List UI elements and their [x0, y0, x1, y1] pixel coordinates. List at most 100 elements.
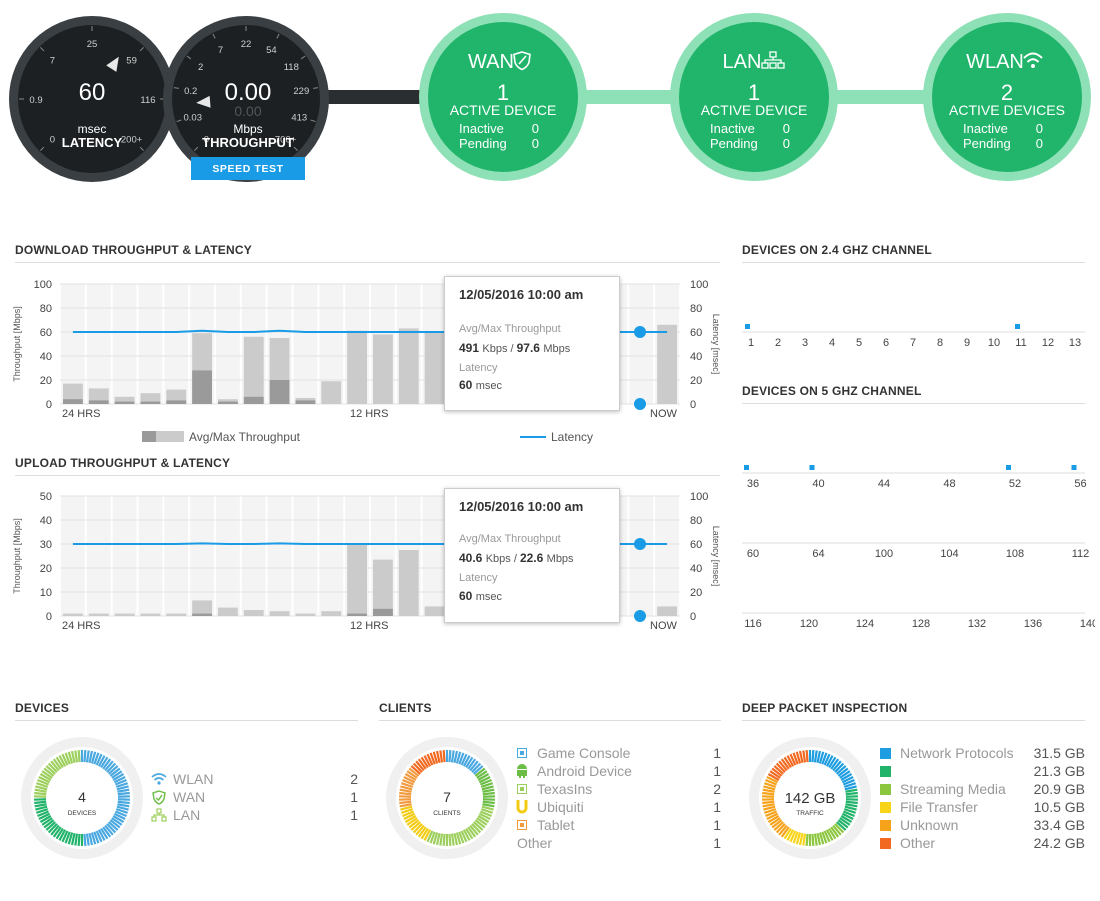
pending-value: 0 — [783, 136, 790, 151]
speed-test-button[interactable]: SPEED TEST — [191, 157, 305, 180]
donut-segment-tick — [845, 788, 858, 793]
donut-segment-tick — [401, 782, 414, 788]
throughput-tick-label: 700+ — [275, 135, 297, 146]
max-throughput-bar — [373, 559, 393, 616]
avg-throughput-bar — [192, 613, 212, 616]
y2-tick-label: 0 — [690, 399, 696, 411]
pending-label: Pending — [459, 136, 507, 151]
max-throughput-bar — [321, 611, 342, 616]
donut-segment-tick — [778, 760, 788, 772]
channel-label: 64 — [812, 548, 824, 560]
throughput-tick-label: 0 — [204, 135, 209, 146]
donut-segment-tick — [408, 767, 420, 777]
latency-hover-dot — [634, 538, 646, 550]
grid-column — [293, 496, 318, 616]
channel-label: 112 — [1072, 548, 1090, 560]
y-tick-label: 20 — [40, 563, 52, 575]
download-tooltip: 12/05/2016 10:00 am Avg/Max Throughput 4… — [444, 276, 620, 411]
donut-segment-tick — [783, 756, 792, 769]
max-throughput-bar — [88, 613, 109, 616]
dpi-item-label: Unknown — [900, 817, 959, 833]
max-throughput-bar — [192, 600, 212, 616]
donut-segment-tick — [458, 752, 465, 765]
donut-segment-tick — [786, 829, 795, 841]
dpi-item-value: 21.3 GB — [1033, 763, 1085, 779]
donut-segment-tick — [439, 833, 444, 846]
donut-segment-tick — [109, 767, 121, 777]
x-tick-label: 24 HRS — [62, 620, 101, 632]
grid-column — [241, 496, 266, 616]
active-device-count: 2 — [1001, 80, 1013, 105]
throughput-hover-dot — [634, 610, 646, 622]
channel-label: 108 — [1006, 548, 1024, 560]
dpi-item-value: 24.2 GB — [1033, 835, 1085, 851]
donut-segment-tick — [410, 821, 421, 831]
dpi-item-label: Streaming Media — [900, 781, 1006, 797]
top-status-bar: 0 0.9 7 25 59 116 200+ 60 msec LATENCY 0 0.03 0.… — [9, 13, 1091, 182]
donut-segment-tick — [821, 831, 828, 844]
throughput-ghost-value: 0.00 — [234, 103, 261, 119]
throughput-tick-label: 118 — [284, 62, 299, 73]
donut-segment-tick — [465, 827, 474, 840]
donut-segment-tick — [45, 821, 56, 831]
clients-item-value: 1 — [713, 799, 721, 815]
dpi-item-label: Network Protocols — [900, 745, 1014, 761]
donut-segment-tick — [786, 755, 795, 767]
active-device-label: ACTIVE DEVICE — [450, 102, 557, 118]
y-tick-label: 100 — [34, 279, 52, 291]
donut-segment-tick — [402, 778, 415, 786]
donut-segment-tick — [792, 831, 799, 844]
pending-value: 0 — [1036, 136, 1043, 151]
clients-item-value: 1 — [713, 817, 721, 833]
donut-segment-tick — [832, 760, 842, 772]
max-throughput-bar — [166, 613, 187, 616]
max-throughput-bar — [398, 550, 419, 616]
latency-tick-mark — [40, 146, 45, 151]
grid-column — [216, 496, 240, 616]
donut-segment-tick — [417, 826, 427, 838]
tooltip-date: 12/05/2016 10:00 am — [459, 499, 584, 514]
y2-tick-label: 80 — [690, 515, 702, 527]
channels-24-title: DEVICES ON 2.4 GHZ CHANNEL — [742, 243, 932, 257]
latency-tick-mark — [139, 47, 144, 52]
donut-segment-tick — [403, 775, 416, 784]
donut-segment-tick — [763, 805, 776, 811]
channel-label: 13 — [1069, 337, 1081, 349]
max-throughput-bar — [63, 383, 83, 404]
channels-5-chart: 36 40 44 48 52 56 60 64 100 104 108 112 116 120 124 128… — [742, 465, 1095, 630]
donut-segment-tick — [844, 805, 857, 811]
donut-segment-tick — [435, 832, 441, 846]
network-title: WAN — [468, 51, 514, 73]
y-tick-label: 80 — [40, 303, 52, 315]
donut-segment-tick — [113, 812, 126, 821]
grid-column — [61, 284, 85, 404]
donut-segment-tick — [432, 832, 439, 845]
donut-segment-tick — [845, 800, 858, 805]
latency-tick-label: 59 — [126, 55, 137, 66]
max-throughput-bar — [140, 613, 161, 616]
donut-segment-tick — [834, 762, 845, 773]
donut-segment-tick — [471, 823, 482, 834]
donut-segment-tick — [455, 751, 462, 764]
donut-segment-tick — [767, 815, 780, 823]
donut-segment-tick — [775, 762, 786, 773]
donut-segment-tick — [404, 773, 417, 781]
donut-segment-tick — [813, 750, 818, 763]
donut-segment-tick — [70, 750, 76, 764]
donut-segment-tick — [35, 785, 48, 791]
donut-segment-tick — [100, 827, 109, 840]
donut-segment-tick — [844, 785, 857, 791]
divider — [15, 720, 358, 721]
donut-segment-tick — [104, 760, 114, 772]
channel-device-marker — [745, 324, 750, 329]
x-tick-label: NOW — [650, 620, 678, 632]
throughput-tick-mark — [313, 87, 319, 89]
donut-segment-tick — [818, 751, 825, 764]
channel-label: 36 — [747, 478, 759, 490]
status-circle — [932, 22, 1082, 172]
donut-segment-tick — [423, 755, 432, 767]
donut-segment-tick — [841, 812, 854, 821]
y-tick-label: 60 — [40, 327, 52, 339]
throughput-hover-dot — [634, 398, 646, 410]
donut-segment-tick — [400, 785, 413, 791]
